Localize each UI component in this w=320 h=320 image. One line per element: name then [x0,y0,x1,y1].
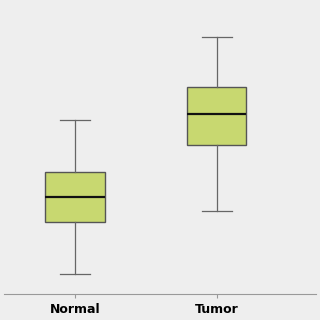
PathPatch shape [45,172,105,222]
PathPatch shape [187,87,246,145]
